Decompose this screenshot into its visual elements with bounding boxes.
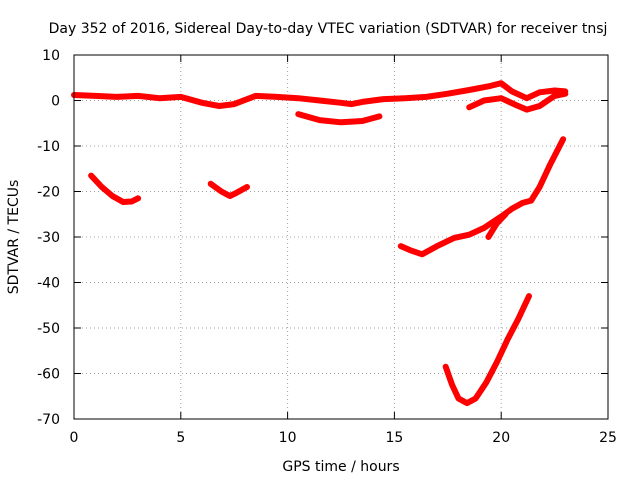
y-tick-label: 10 xyxy=(42,48,60,64)
series-line-arc-3 xyxy=(466,90,569,113)
x-axis-label: GPS time / hours xyxy=(282,459,399,475)
y-tick-label: -60 xyxy=(37,367,60,383)
chart-title: Day 352 of 2016, Sidereal Day-to-day VTE… xyxy=(49,21,608,37)
x-tick-label: 0 xyxy=(70,430,79,446)
data-series xyxy=(71,80,569,407)
x-tick-labels: 0 5 10 15 20 25 xyxy=(70,430,617,446)
series-line-arc-7 xyxy=(485,211,509,240)
x-tick-label: 25 xyxy=(599,430,617,446)
x-tick-label: 20 xyxy=(492,430,510,446)
series-line-arc-2 xyxy=(295,111,383,126)
y-tick-label: -70 xyxy=(37,412,60,428)
y-tick-labels: -70 -60 -50 -40 -30 -20 -10 0 10 xyxy=(37,48,60,428)
y-tick-label: -20 xyxy=(37,185,60,201)
y-tick-label: 0 xyxy=(51,94,60,110)
y-tick-label: -30 xyxy=(37,230,60,246)
series-line-arc-5 xyxy=(207,180,250,199)
y-tick-label: -50 xyxy=(37,321,60,337)
series-line-arc-6 xyxy=(397,136,567,258)
axis-ticks xyxy=(73,54,609,420)
y-tick-label: -10 xyxy=(37,139,60,155)
y-axis-label: SDTVAR / TECUs xyxy=(6,180,22,295)
series-line-arc-4 xyxy=(88,172,142,205)
x-tick-label: 10 xyxy=(279,430,297,446)
series-line-arc-8 xyxy=(442,293,532,407)
series-line-arc-1 xyxy=(71,80,569,109)
y-tick-label: -40 xyxy=(37,276,60,292)
x-tick-label: 15 xyxy=(385,430,403,446)
x-tick-label: 5 xyxy=(176,430,185,446)
